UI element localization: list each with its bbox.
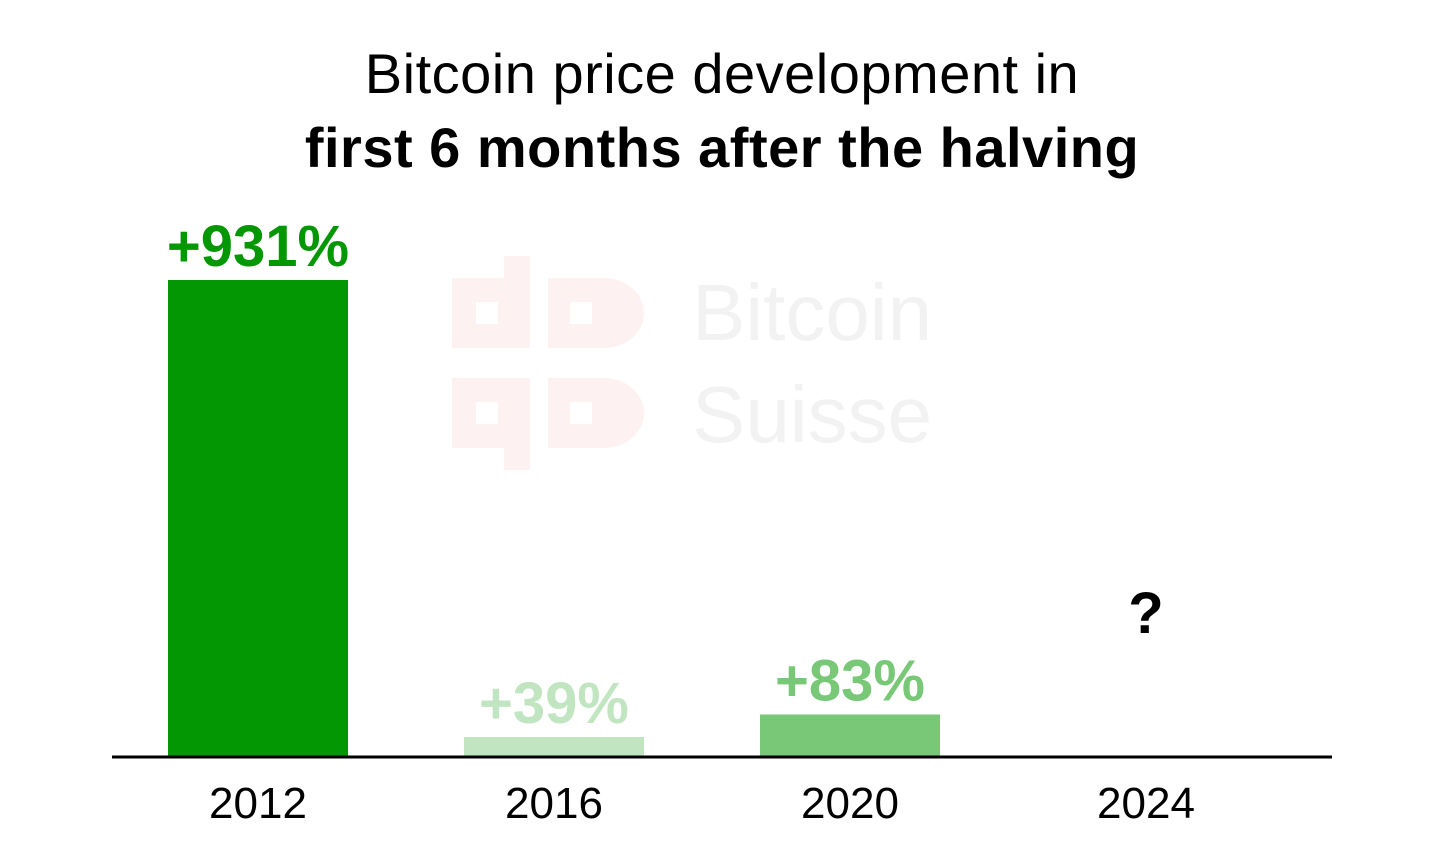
data-label-2020: +83% — [775, 648, 925, 713]
data-label-2024: ? — [1128, 581, 1163, 646]
data-label-2016: +39% — [479, 671, 629, 736]
x-tick-label-2024: 2024 — [1097, 779, 1195, 828]
data-label-2012: +931% — [167, 214, 349, 279]
x-tick-label-2020: 2020 — [801, 779, 899, 828]
title-line-2: first 6 months after the halving — [304, 116, 1140, 179]
bar-2020 — [760, 714, 940, 757]
x-tick-label-2012: 2012 — [209, 779, 307, 828]
x-tick-label-2016: 2016 — [505, 779, 603, 828]
chart-title: Bitcoin price development in first 6 mon… — [0, 38, 1444, 186]
bar-2016 — [464, 737, 644, 757]
title-line-1: Bitcoin price development in — [364, 42, 1080, 105]
bar-2012 — [168, 280, 348, 757]
